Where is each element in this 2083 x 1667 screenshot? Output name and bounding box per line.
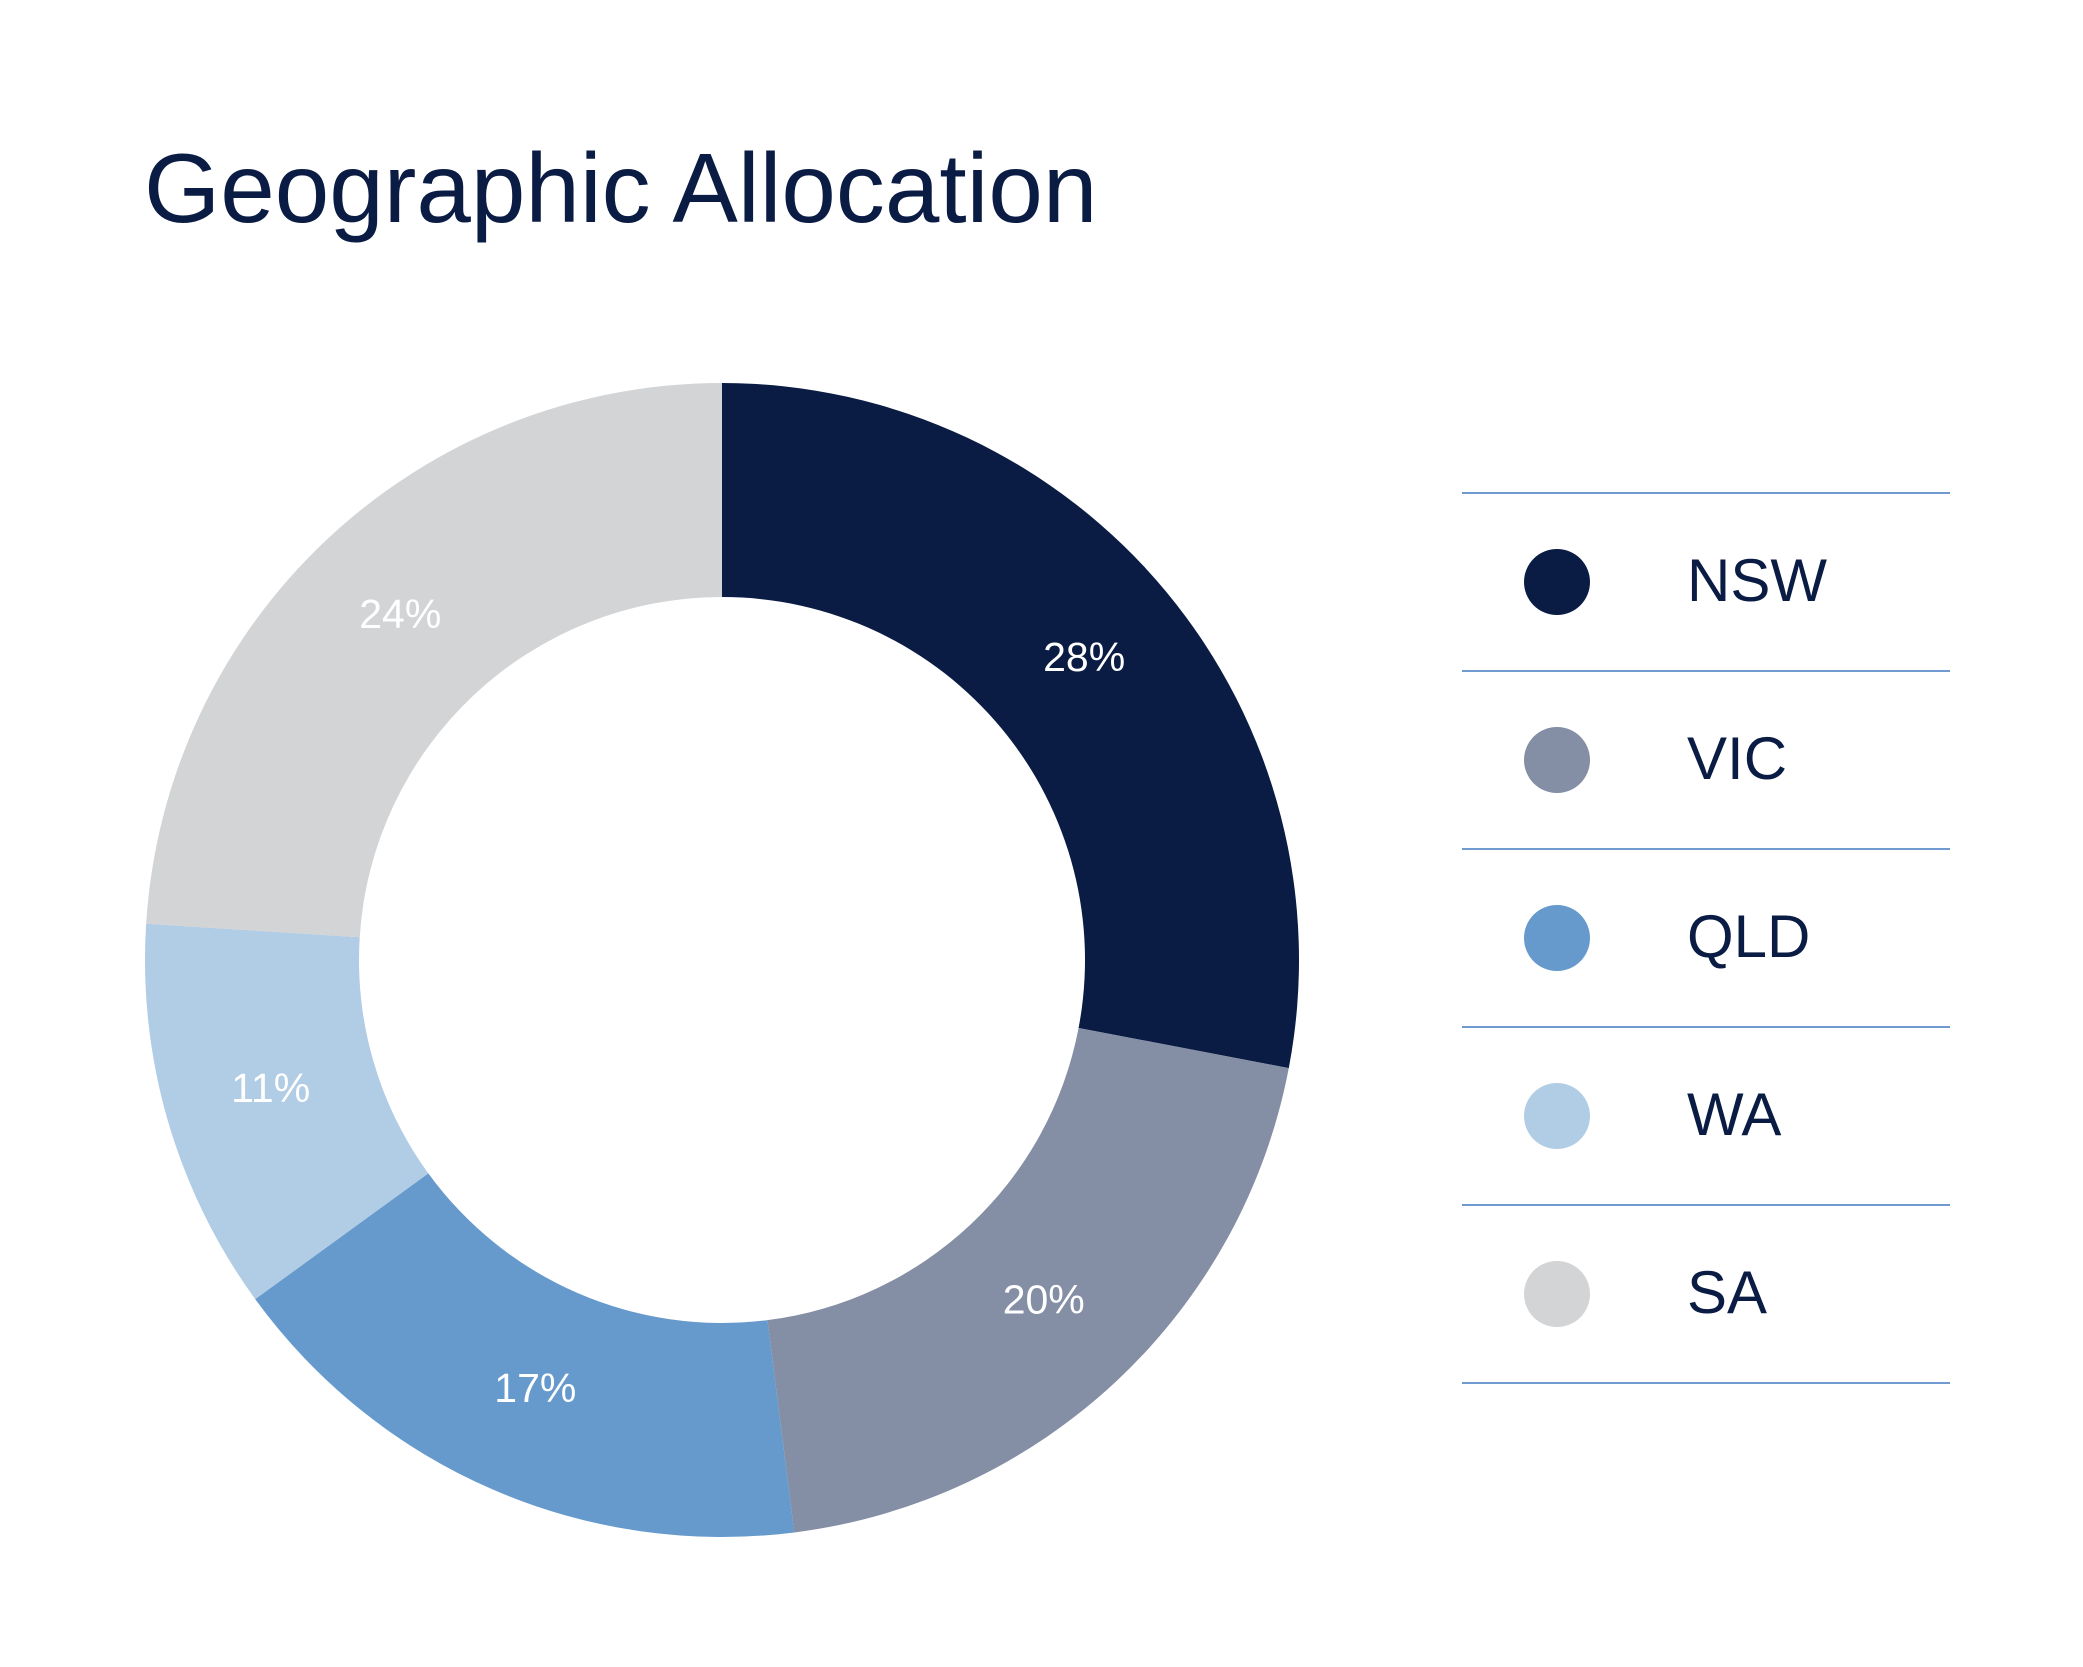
legend-label: NSW bbox=[1687, 547, 1827, 614]
legend-label: QLD bbox=[1687, 903, 1810, 970]
data-label: 11% bbox=[231, 1065, 310, 1111]
donut-segment bbox=[145, 923, 429, 1300]
legend-marker bbox=[1524, 1261, 1590, 1327]
legend-marker bbox=[1524, 905, 1590, 971]
legend-label: VIC bbox=[1687, 725, 1787, 792]
legend-marker bbox=[1524, 1083, 1590, 1149]
data-label: 20% bbox=[1003, 1276, 1085, 1322]
donut-segment bbox=[146, 383, 723, 938]
donut-segment bbox=[767, 1028, 1289, 1533]
chart-title: Geographic Allocation bbox=[144, 133, 1097, 243]
legend-label: SA bbox=[1687, 1259, 1767, 1326]
legend-marker bbox=[1524, 549, 1590, 615]
data-label: 24% bbox=[359, 591, 441, 637]
donut-segment bbox=[722, 383, 1299, 1069]
legend-marker bbox=[1524, 727, 1590, 793]
data-label: 28% bbox=[1043, 634, 1125, 680]
legend-label: WA bbox=[1687, 1081, 1781, 1148]
donut-segment bbox=[255, 1173, 795, 1537]
data-label: 17% bbox=[494, 1365, 576, 1411]
